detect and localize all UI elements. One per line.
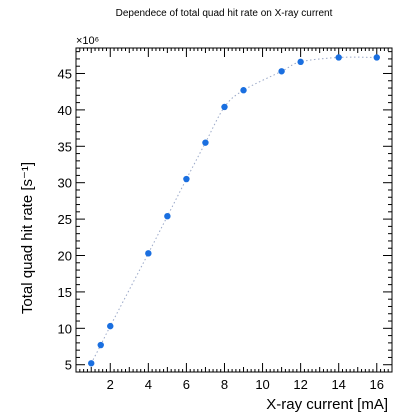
data-points: [88, 54, 380, 367]
y-tick-label: 15: [58, 285, 72, 300]
fit-curve: [90, 56, 377, 364]
x-axis-ticks: 2 4 6 8 10 12 14 16: [75, 48, 393, 392]
chart-title: Dependece of total quad hit rate on X-ra…: [116, 8, 333, 19]
y-tick-label: 30: [58, 176, 72, 191]
data-point: [164, 212, 171, 220]
x-axis-label: X-ray current [mA]: [266, 396, 388, 413]
data-point: [240, 87, 247, 94]
x-tick-label: 16: [370, 377, 384, 392]
data-point: [97, 341, 104, 349]
data-point: [278, 68, 285, 75]
data-point: [202, 139, 209, 146]
y-tick-label: 35: [58, 139, 72, 154]
fit-line: [90, 56, 377, 364]
x-tick-label: 6: [183, 377, 190, 392]
y-axis-ticks: 5 10 15 20 25 30 35 40 45: [58, 51, 392, 373]
y-tick-label: 45: [58, 66, 72, 81]
y-axis-label: Total quad hit rate [s⁻¹]: [19, 162, 36, 314]
data-point: [183, 175, 190, 183]
data-point: [107, 322, 114, 330]
y-tick-label: 40: [58, 103, 72, 118]
y-tick-label: 25: [58, 212, 72, 227]
plot-border: [75, 47, 393, 373]
y-tick-label: 10: [58, 321, 72, 336]
x-tick-label: 10: [255, 377, 269, 392]
x-tick-label: 2: [107, 377, 114, 392]
x-tick-label: 12: [293, 377, 307, 392]
x-tick-label: 8: [221, 377, 228, 392]
y-tick-label: 20: [58, 249, 72, 264]
data-point: [88, 360, 95, 367]
plot-frame: [75, 47, 393, 373]
data-point: [335, 54, 342, 61]
data-point: [221, 103, 228, 111]
data-point: [373, 54, 380, 61]
y-multiplier: ×10⁶: [76, 35, 99, 47]
x-tick-label: 4: [145, 377, 152, 392]
data-point: [297, 58, 304, 66]
y-tick-label: 5: [65, 358, 72, 373]
x-tick-label: 14: [331, 377, 345, 392]
data-point: [145, 250, 152, 257]
